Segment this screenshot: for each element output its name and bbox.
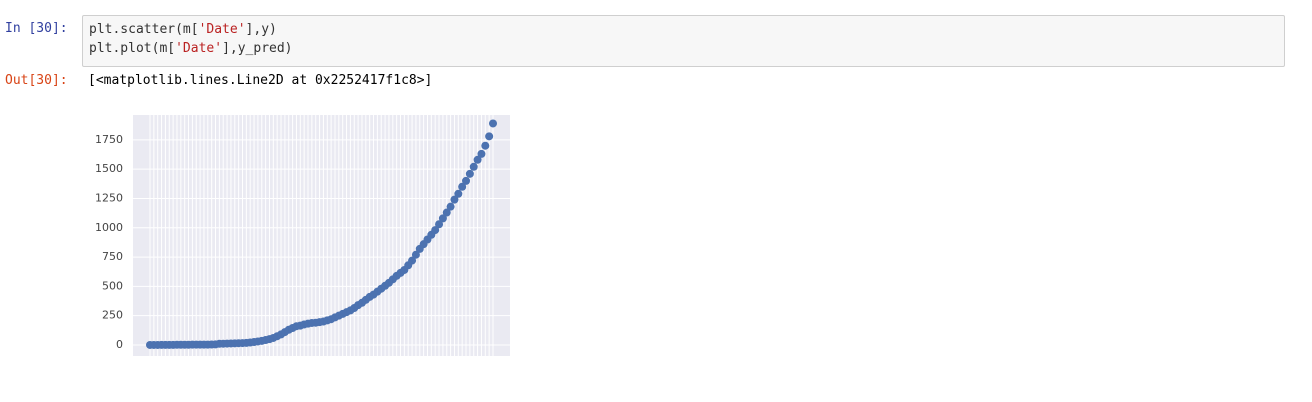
- y-tick-label: 750: [102, 250, 123, 263]
- y-tick-label: 1500: [95, 162, 123, 175]
- point: [442, 208, 451, 217]
- point: [435, 220, 444, 229]
- point: [481, 141, 490, 150]
- y-tick-label: 0: [116, 338, 123, 351]
- point: [458, 182, 467, 191]
- point: [450, 195, 459, 204]
- code-line: plt.scatter(m['Date'],y): [89, 22, 277, 37]
- out-prompt: Out[30]:: [5, 73, 68, 88]
- y-tick-label: 1250: [95, 191, 123, 204]
- in-prompt: In [30]:: [5, 21, 68, 36]
- output-text: [<matplotlib.lines.Line2D at 0x2252417f1…: [88, 73, 433, 88]
- code: plt.plot(m[: [89, 41, 176, 56]
- code: ],y_pred): [222, 41, 293, 56]
- point: [454, 189, 463, 198]
- point: [411, 250, 420, 259]
- code-cell[interactable]: plt.scatter(m['Date'],y) plt.plot(m['Dat…: [82, 15, 1285, 67]
- point: [477, 149, 486, 158]
- point: [469, 162, 478, 171]
- y-tick-label: 500: [102, 279, 123, 292]
- y-tick-label: 1000: [95, 221, 123, 234]
- code-string: 'Date': [198, 22, 246, 37]
- y-tick-label: 250: [102, 309, 123, 322]
- point: [489, 119, 497, 128]
- point: [408, 256, 417, 265]
- point: [473, 155, 482, 164]
- point: [438, 214, 447, 223]
- code-line: plt.plot(m['Date'],y_pred): [89, 41, 293, 56]
- y-tick-label: 1750: [95, 133, 123, 146]
- point: [446, 202, 455, 211]
- code: ],y): [245, 22, 277, 37]
- point: [431, 226, 440, 235]
- code: plt.scatter(m[: [89, 22, 199, 37]
- code-string: 'Date': [175, 41, 223, 56]
- point: [462, 176, 471, 185]
- point: [485, 132, 494, 141]
- point: [465, 169, 474, 178]
